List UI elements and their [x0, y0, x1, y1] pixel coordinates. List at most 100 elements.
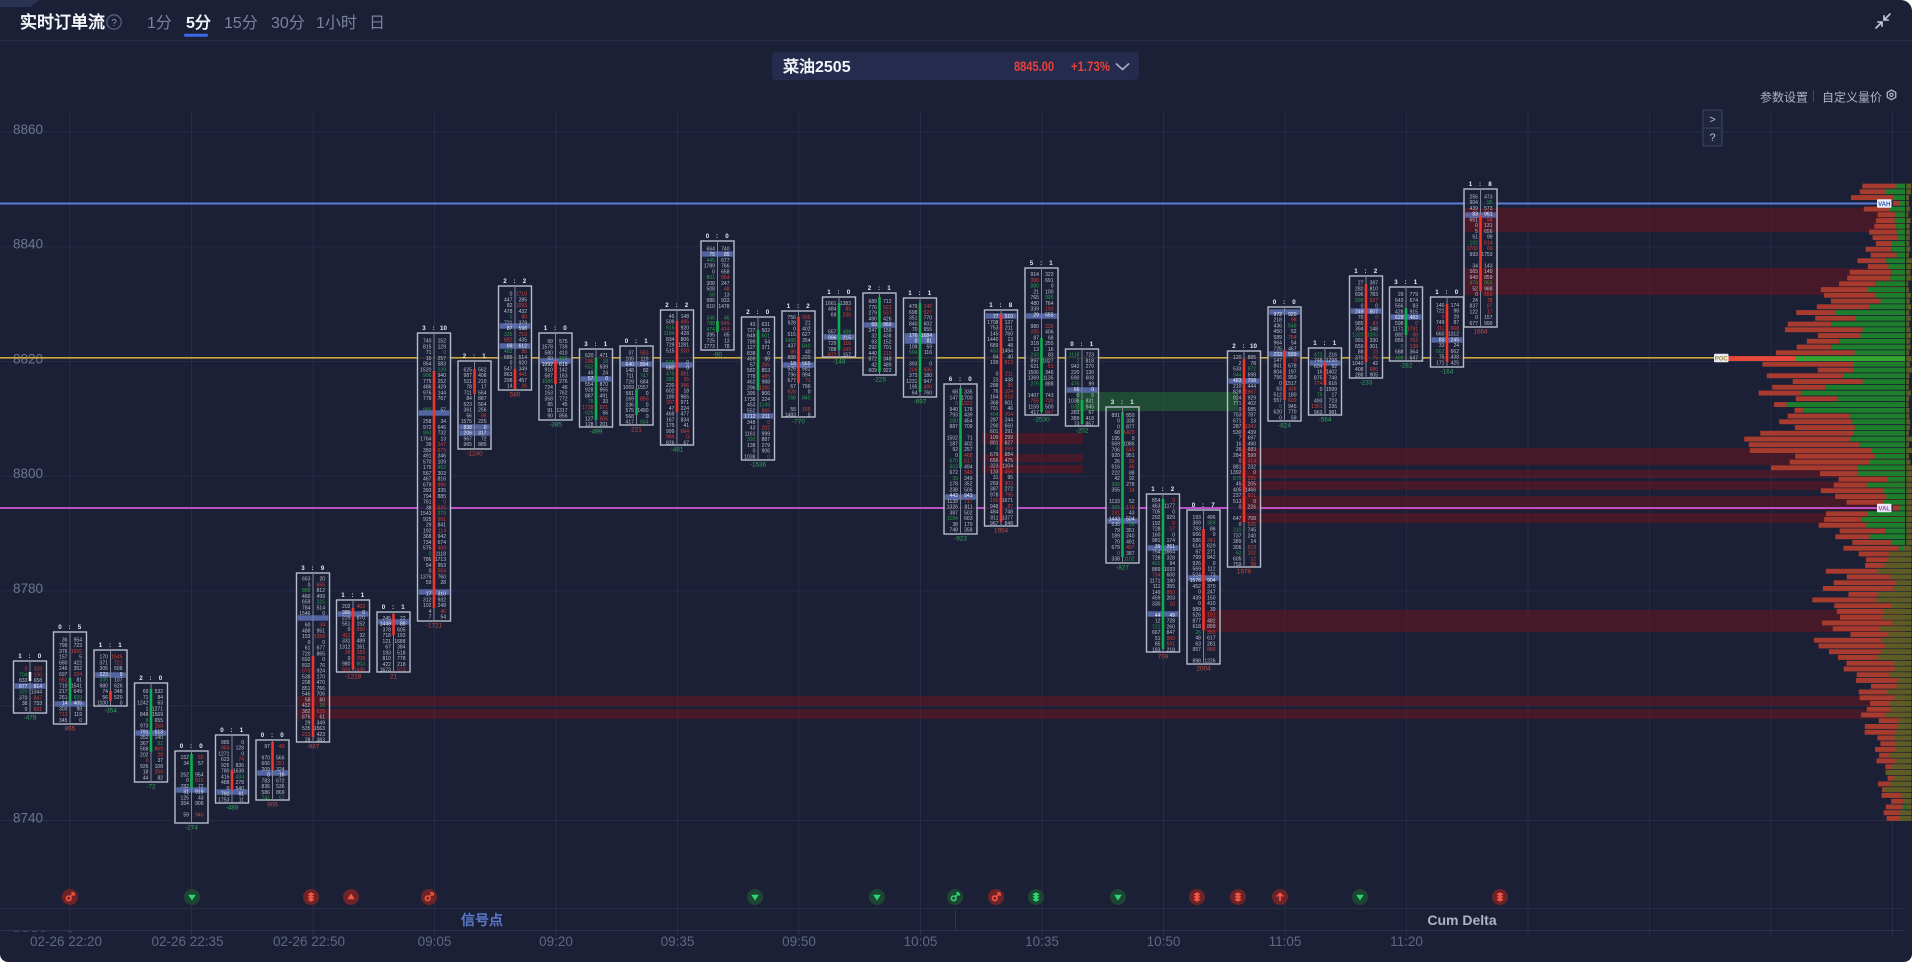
svg-text::: :	[1323, 340, 1325, 347]
svg-text:2004: 2004	[1196, 666, 1211, 673]
svg-text:8780: 8780	[13, 581, 43, 596]
svg-text::: :	[1283, 299, 1285, 306]
svg-text::: :	[230, 727, 232, 734]
svg-text:1: 1	[1435, 289, 1439, 296]
svg-text:1: 1	[341, 592, 345, 599]
svg-text::: :	[1040, 260, 1042, 267]
svg-text:-564: -564	[1319, 417, 1332, 424]
svg-text:1: 1	[99, 642, 103, 649]
svg-text:-282: -282	[1400, 363, 1413, 370]
svg-text:0: 0	[706, 233, 710, 240]
svg-text:3: 3	[422, 325, 426, 332]
svg-text:?: ?	[111, 18, 117, 29]
svg-text:2: 2	[1232, 343, 1236, 350]
svg-text:-1228: -1228	[345, 674, 362, 681]
svg-text:菜油2505: 菜油2505	[782, 57, 851, 76]
svg-text::: :	[594, 341, 596, 348]
svg-text:-824: -824	[1278, 423, 1291, 430]
svg-text:10: 10	[1250, 343, 1257, 350]
svg-text:21: 21	[390, 674, 398, 681]
svg-text:1: 1	[1414, 279, 1418, 286]
svg-text:1: 1	[1333, 340, 1337, 347]
svg-text:8: 8	[1488, 181, 1492, 188]
svg-text:-148: -148	[833, 359, 846, 366]
svg-text:2: 2	[806, 303, 810, 310]
svg-text:865: 865	[65, 726, 76, 733]
svg-text::: :	[513, 278, 515, 285]
svg-text:1: 1	[18, 653, 22, 660]
svg-text:0: 0	[563, 325, 567, 332]
svg-text:1: 1	[361, 592, 365, 599]
svg-text:-2530: -2530	[1033, 417, 1050, 424]
svg-text::: :	[1242, 343, 1244, 350]
svg-text::: :	[1404, 279, 1406, 286]
svg-text::: :	[311, 565, 313, 572]
svg-text:1: 1	[240, 727, 244, 734]
svg-text::: :	[1202, 502, 1204, 509]
svg-text:-923: -923	[954, 536, 967, 543]
svg-text::: :	[28, 653, 30, 660]
svg-text:0: 0	[58, 624, 62, 631]
svg-text::: :	[1161, 486, 1163, 493]
svg-text::: :	[392, 604, 394, 611]
svg-text:0: 0	[38, 653, 42, 660]
svg-text:1: 1	[928, 290, 932, 297]
svg-text:0: 0	[1273, 299, 1277, 306]
svg-text:2: 2	[139, 675, 143, 682]
svg-text:2: 2	[665, 302, 669, 309]
svg-text:906: 906	[267, 802, 278, 809]
svg-text:5分: 5分	[186, 14, 211, 32]
svg-text:10:05: 10:05	[904, 934, 938, 949]
svg-text:580: 580	[510, 392, 521, 399]
svg-text:-697: -697	[914, 399, 927, 406]
svg-text::: :	[675, 302, 677, 309]
svg-text:-1240: -1240	[466, 451, 483, 458]
svg-text:?: ?	[1709, 132, 1715, 144]
svg-text:0: 0	[180, 743, 184, 750]
svg-text:1: 1	[1090, 341, 1094, 348]
svg-text:POC: POC	[1715, 356, 1729, 362]
svg-text::: :	[716, 233, 718, 240]
svg-text:8820: 8820	[13, 351, 43, 366]
svg-text:1979: 1979	[1237, 569, 1252, 576]
svg-text:0: 0	[625, 338, 629, 345]
svg-text:221: 221	[631, 427, 642, 434]
svg-text:1954: 1954	[994, 528, 1009, 535]
svg-text:-395: -395	[549, 422, 562, 429]
